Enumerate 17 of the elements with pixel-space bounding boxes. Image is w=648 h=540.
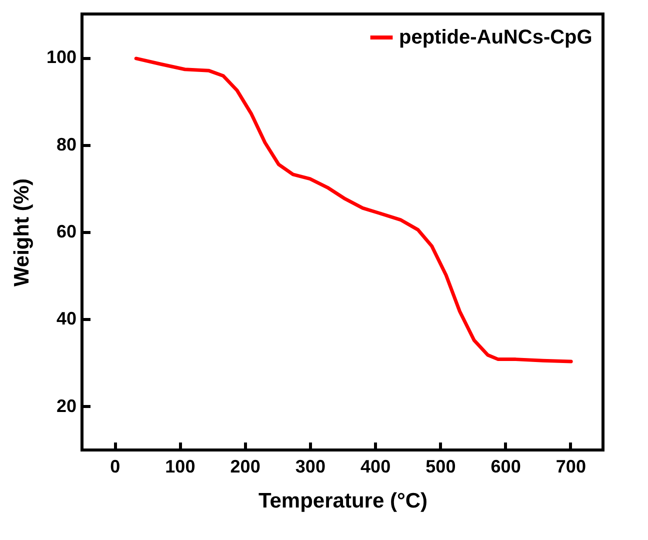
x-tick-label: 500 <box>426 456 456 476</box>
x-tick-label: 400 <box>360 456 391 476</box>
x-tick-label: 200 <box>230 456 260 476</box>
y-tick-label: 100 <box>46 47 76 68</box>
legend-label: peptide-AuNCs-CpG <box>399 26 592 48</box>
x-axis-title: Temperature (°C) <box>258 490 428 512</box>
x-tick-label: 600 <box>490 456 521 476</box>
x-tick-label: 0 <box>110 456 120 476</box>
y-axis-title: Weight (%) <box>10 178 34 287</box>
x-tick-label: 700 <box>556 456 586 476</box>
x-tick-label: 300 <box>295 456 326 476</box>
y-tick-label: 80 <box>56 134 76 154</box>
x-tick-label: 100 <box>165 456 196 476</box>
y-tick-label: 40 <box>56 308 76 329</box>
y-tick-label: 60 <box>56 222 76 242</box>
line-series <box>134 56 573 364</box>
y-tick-label: 20 <box>56 396 76 416</box>
